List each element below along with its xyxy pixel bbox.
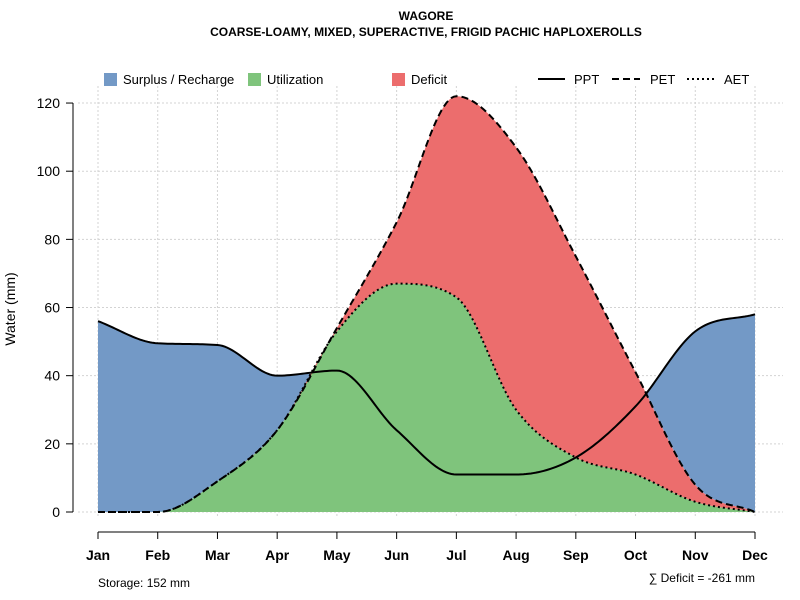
legend-label-aet: AET [724, 72, 749, 87]
legend: Surplus / Recharge Utilization Deficit P… [104, 72, 749, 87]
chart-title: WAGORE [399, 9, 454, 23]
y-axis-label: Water (mm) [2, 272, 18, 345]
y-tick-label: 0 [52, 504, 60, 520]
x-tick-label: Oct [624, 547, 648, 563]
y-tick-label: 80 [44, 231, 60, 247]
y-tick-label: 60 [44, 300, 60, 316]
x-tick-label: Jan [86, 547, 110, 563]
deficit-note: ∑ Deficit = -261 mm [649, 571, 755, 585]
x-tick-label: Feb [145, 547, 170, 563]
x-tick-label: Jun [384, 547, 409, 563]
utilization-area [98, 283, 755, 512]
deficit-area [98, 96, 755, 512]
series-line-ppt [97, 313, 756, 476]
x-tick-label: Mar [205, 547, 230, 563]
x-tick-label: May [323, 547, 350, 563]
legend-swatch-surplus [104, 73, 117, 86]
legend-swatch-utilization [248, 73, 261, 86]
x-tick-label: Nov [682, 547, 709, 563]
legend-label-surplus: Surplus / Recharge [123, 72, 234, 87]
y-tick-label: 40 [44, 368, 60, 384]
legend-swatch-deficit [392, 73, 405, 86]
chart-subtitle: COARSE-LOAMY, MIXED, SUPERACTIVE, FRIGID… [210, 25, 642, 39]
legend-label-deficit: Deficit [411, 72, 448, 87]
x-tick-label: Dec [742, 547, 768, 563]
legend-label-pet: PET [650, 72, 675, 87]
series-line-aet [98, 282, 756, 513]
legend-label-ppt: PPT [574, 72, 599, 87]
storage-note: Storage: 152 mm [98, 576, 190, 590]
y-tick-label: 120 [37, 95, 61, 111]
y-tick-label: 100 [37, 163, 61, 179]
x-tick-label: Aug [502, 547, 529, 563]
x-tick-label: Sep [563, 547, 589, 563]
y-tick-label: 20 [44, 436, 60, 452]
legend-label-utilization: Utilization [267, 72, 323, 87]
x-tick-label: Apr [265, 547, 290, 563]
surplus-recharge-area [98, 96, 755, 512]
x-tick-label: Jul [446, 547, 466, 563]
